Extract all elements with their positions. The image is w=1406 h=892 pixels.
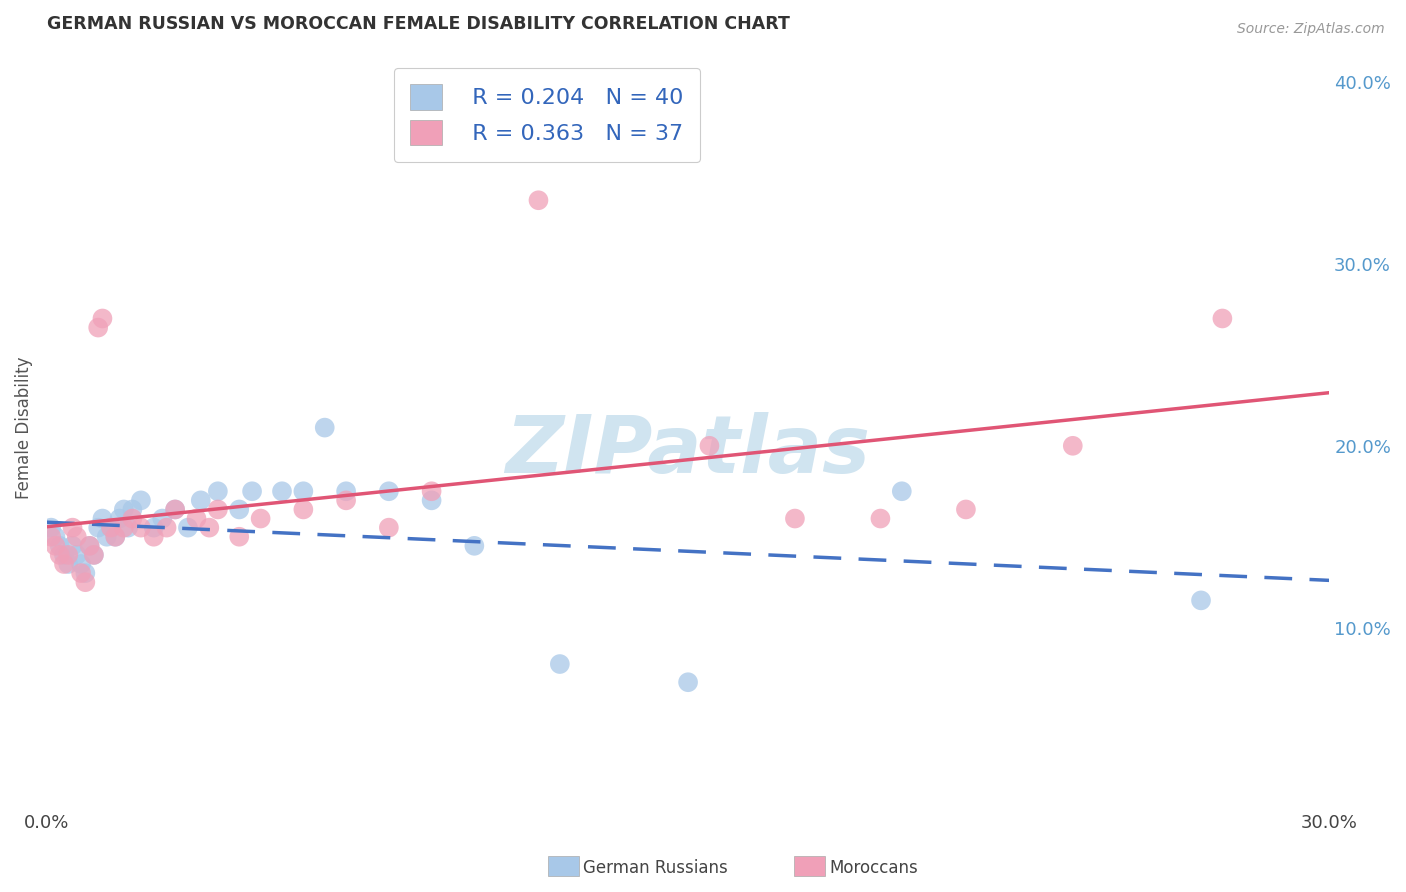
Point (177, 521, 200, 535)
Point (75, 566, 97, 580)
Point (129, 521, 152, 535)
Point (108, 511, 131, 525)
Point (70, 566, 93, 580)
Point (79, 539, 101, 553)
Point (62, 539, 84, 553)
Point (271, 484, 294, 499)
Point (1211, 311, 1233, 326)
Point (155, 521, 177, 535)
Point (121, 511, 143, 525)
Point (240, 484, 263, 499)
Point (207, 484, 229, 499)
Point (44, 539, 66, 553)
Point (228, 530, 250, 544)
Point (66, 530, 89, 544)
Point (79, 539, 101, 553)
Point (53, 557, 76, 571)
Point (112, 502, 135, 516)
Point (198, 521, 221, 535)
Point (207, 502, 229, 516)
Point (100, 521, 122, 535)
Point (104, 530, 127, 544)
Point (783, 511, 806, 525)
Point (100, 521, 122, 535)
Point (91, 511, 114, 525)
Text: GERMAN RUSSIAN VS MOROCCAN FEMALE DISABILITY CORRELATION CHART: GERMAN RUSSIAN VS MOROCCAN FEMALE DISABI… (46, 15, 790, 33)
Point (378, 484, 401, 499)
Point (186, 511, 208, 525)
Point (463, 539, 485, 553)
Point (53, 548, 76, 562)
Y-axis label: Female Disability: Female Disability (15, 356, 32, 499)
Point (142, 521, 165, 535)
Point (420, 484, 443, 499)
Point (91, 311, 114, 326)
Point (548, 657, 571, 671)
Point (527, 194, 550, 208)
Point (58, 548, 80, 562)
Point (112, 521, 135, 535)
Point (378, 521, 401, 535)
Point (87, 521, 110, 535)
Point (335, 484, 357, 499)
Text: Moroccans: Moroccans (830, 859, 918, 877)
Point (699, 439, 721, 453)
Text: ZIPatlas: ZIPatlas (506, 411, 870, 490)
Point (228, 502, 250, 516)
Point (75, 575, 97, 590)
Point (48, 548, 70, 562)
Point (190, 493, 212, 508)
Point (142, 530, 165, 544)
Point (96, 530, 118, 544)
Point (129, 493, 152, 508)
Text: German Russians: German Russians (583, 859, 728, 877)
Point (62, 521, 84, 535)
Point (117, 521, 139, 535)
Text: Source: ZipAtlas.com: Source: ZipAtlas.com (1237, 22, 1385, 37)
Point (335, 493, 357, 508)
Point (292, 484, 315, 499)
Point (890, 484, 912, 499)
Point (39, 530, 62, 544)
Point (165, 502, 187, 516)
Point (39, 521, 62, 535)
Point (70, 557, 93, 571)
Point (249, 511, 271, 525)
Point (66, 548, 89, 562)
Point (104, 530, 127, 544)
Point (83, 548, 105, 562)
Point (420, 493, 443, 508)
Point (292, 502, 315, 516)
Point (48, 539, 70, 553)
Point (1062, 439, 1084, 453)
Point (87, 320, 110, 334)
Point (955, 502, 977, 516)
Point (1189, 593, 1212, 607)
Point (165, 502, 187, 516)
Point (869, 511, 891, 525)
Point (58, 557, 80, 571)
Point (314, 420, 336, 434)
Point (44, 530, 66, 544)
Point (83, 548, 105, 562)
Point (150, 511, 173, 525)
Legend:   R = 0.204   N = 40,   R = 0.363   N = 37: R = 0.204 N = 40, R = 0.363 N = 37 (394, 68, 700, 162)
Point (121, 502, 143, 516)
Point (676, 675, 699, 690)
